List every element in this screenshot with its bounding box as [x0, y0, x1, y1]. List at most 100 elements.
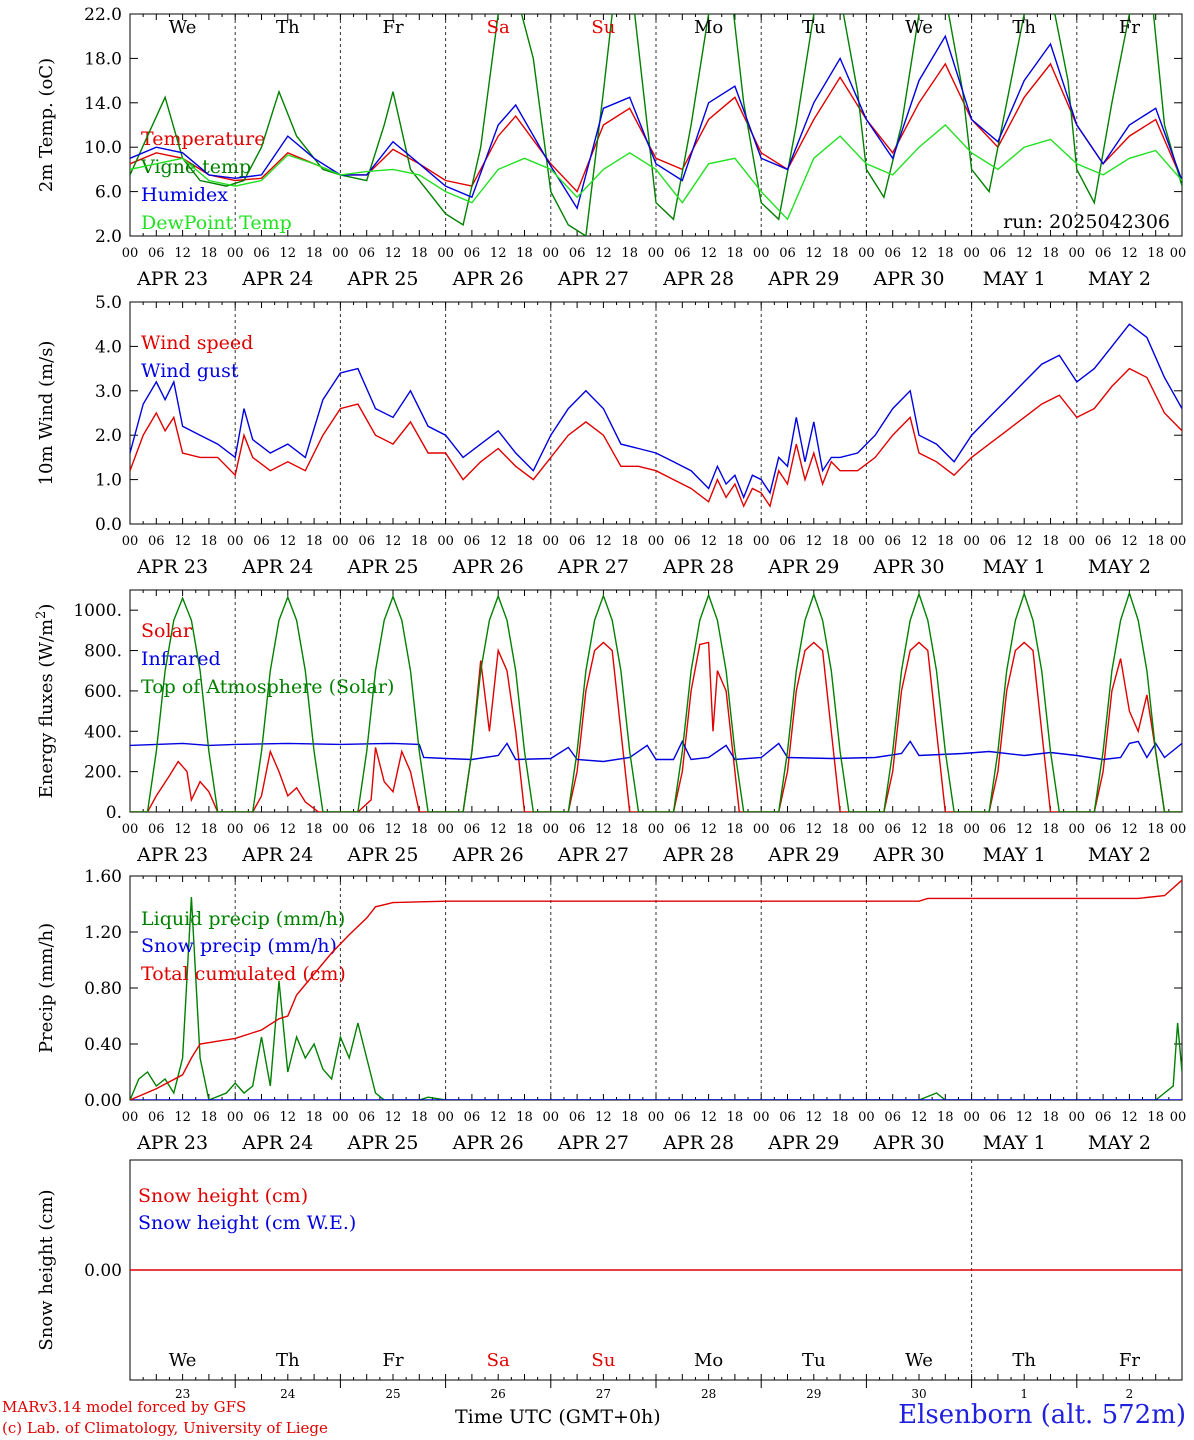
weekday-label: Th: [276, 1350, 300, 1371]
hour-tick-label: 18: [306, 246, 323, 261]
date-label: MAY 1: [983, 556, 1046, 578]
hour-tick-label: 00: [332, 246, 349, 261]
series-line-vigne-temp: [130, 14, 1182, 236]
hour-tick-label: 18: [411, 822, 428, 837]
hour-tick-label: 06: [779, 822, 796, 837]
hour-tick-label: 06: [148, 246, 165, 261]
legend-entry: Snow precip (mm/h): [141, 935, 337, 957]
date-label: APR 27: [557, 1132, 629, 1154]
hour-tick-label: 12: [1016, 1110, 1033, 1125]
hour-tick-label: 18: [727, 246, 744, 261]
hour-tick-label: 18: [516, 534, 533, 549]
hour-tick-label: 06: [148, 534, 165, 549]
y-tick-label: 0.0: [95, 515, 122, 535]
hour-tick-label: 00: [227, 534, 244, 549]
hour-tick-label: 00: [1170, 1110, 1187, 1125]
hour-tick-label: 18: [727, 1110, 744, 1125]
hour-tick-label: 06: [990, 246, 1007, 261]
hour-tick-label: 18: [1042, 246, 1059, 261]
hour-tick-label: 06: [674, 246, 691, 261]
hour-tick-label: 00: [227, 822, 244, 837]
y-tick-label: 1.60: [84, 867, 122, 887]
day-number-label: 25: [385, 1387, 400, 1401]
hour-tick-label: 12: [806, 246, 823, 261]
hour-tick-label: 00: [648, 1110, 665, 1125]
date-label: APR 27: [557, 844, 629, 866]
date-label: APR 23: [136, 844, 208, 866]
legend-entry: Top of Atmosphere (Solar): [141, 676, 394, 698]
hour-tick-label: 06: [674, 534, 691, 549]
y-tick-label: 4.0: [95, 337, 122, 357]
time-axis-title: Time UTC (GMT+0h): [455, 1406, 661, 1428]
series-line-wind-gust: [130, 323, 1182, 500]
weekday-label: Th: [1012, 17, 1036, 38]
date-label: APR 26: [452, 556, 524, 578]
hour-tick-label: 06: [148, 1110, 165, 1125]
weekday-label: Th: [1012, 1350, 1036, 1371]
date-label: APR 30: [872, 556, 944, 578]
hour-tick-label: 18: [1147, 822, 1164, 837]
hour-tick-label: 12: [911, 1110, 928, 1125]
hour-tick-label: 00: [1069, 534, 1086, 549]
hour-tick-label: 12: [1016, 246, 1033, 261]
weekday-label: We: [905, 1350, 933, 1371]
day-number-label: 1: [1020, 1387, 1028, 1401]
hour-tick-label: 12: [385, 246, 402, 261]
y-axis-label: 2m Temp. (oC): [36, 58, 57, 192]
hour-tick-label: 00: [1170, 822, 1187, 837]
weekday-label: Tu: [802, 17, 826, 38]
hour-tick-label: 18: [1147, 246, 1164, 261]
hour-tick-label: 06: [1095, 1110, 1112, 1125]
hour-tick-label: 06: [464, 246, 481, 261]
date-label: MAY 1: [983, 268, 1046, 290]
y-tick-label: 200.: [84, 763, 122, 783]
hour-tick-label: 00: [1069, 822, 1086, 837]
legend-entry: Liquid precip (mm/h): [141, 908, 345, 930]
hour-tick-label: 00: [332, 1110, 349, 1125]
hour-tick-label: 12: [595, 246, 612, 261]
hour-tick-label: 12: [174, 246, 191, 261]
date-label: APR 25: [346, 268, 418, 290]
hour-tick-label: 18: [1147, 534, 1164, 549]
date-label: APR 27: [557, 556, 629, 578]
hour-tick-label: 00: [332, 534, 349, 549]
y-tick-label: 0.40: [84, 1035, 122, 1055]
date-label: MAY 2: [1088, 844, 1151, 866]
date-label: APR 28: [662, 844, 734, 866]
day-number-label: 28: [701, 1387, 716, 1401]
day-number-label: 2: [1126, 1387, 1134, 1401]
legend-entry: Humidex: [141, 184, 228, 206]
date-label: APR 30: [872, 844, 944, 866]
y-tick-label: 1.0: [95, 471, 122, 491]
hour-tick-label: 18: [937, 246, 954, 261]
hour-tick-label: 18: [1042, 822, 1059, 837]
hour-tick-label: 00: [122, 1110, 139, 1125]
weekday-label: Sa: [487, 1350, 510, 1371]
station-name: Elsenborn (alt. 572m): [898, 1400, 1186, 1430]
model-credit: MARv3.14 model forced by GFS: [2, 1398, 247, 1416]
hour-tick-label: 00: [648, 246, 665, 261]
day-number-label: 24: [280, 1387, 296, 1401]
weekday-label: We: [169, 17, 197, 38]
hour-tick-label: 06: [569, 822, 586, 837]
hour-tick-label: 12: [490, 246, 507, 261]
hour-tick-label: 12: [280, 534, 297, 549]
date-label: APR 29: [767, 844, 839, 866]
weekday-label: Mo: [694, 1350, 723, 1371]
hour-tick-label: 06: [253, 534, 270, 549]
hour-tick-label: 12: [595, 1110, 612, 1125]
hour-tick-label: 18: [1147, 1110, 1164, 1125]
weekday-label: Su: [591, 1350, 615, 1371]
hour-tick-label: 12: [911, 246, 928, 261]
hour-tick-label: 12: [700, 822, 717, 837]
hour-tick-label: 00: [648, 534, 665, 549]
hour-tick-label: 06: [358, 822, 375, 837]
date-label: APR 23: [136, 1132, 208, 1154]
y-axis-label: Precip (mm/h): [36, 923, 57, 1053]
hour-tick-label: 18: [1042, 534, 1059, 549]
weekday-label: Tu: [802, 1350, 826, 1371]
y-tick-label: 1000.: [73, 601, 122, 621]
hour-tick-label: 00: [122, 246, 139, 261]
hour-tick-label: 00: [648, 822, 665, 837]
date-label: APR 26: [452, 268, 524, 290]
